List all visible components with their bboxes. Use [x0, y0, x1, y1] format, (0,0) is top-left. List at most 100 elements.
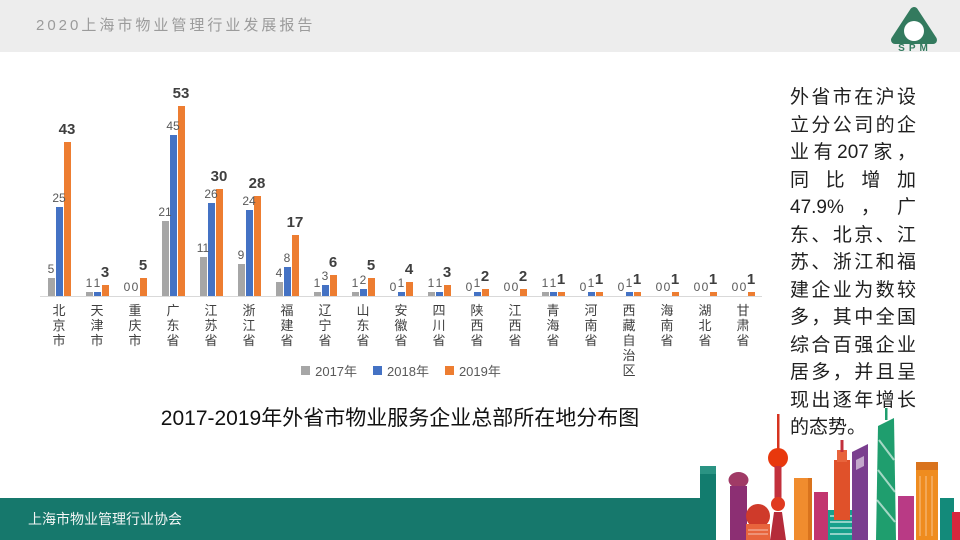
bar-group: 11 26 30 [192, 78, 230, 296]
bar-2018年 [55, 206, 63, 296]
x-axis-slot: 山东省 [344, 303, 382, 378]
bar-value-label: 1 [708, 271, 718, 289]
legend-label: 2018年 [387, 364, 429, 379]
bar-2019年 [671, 292, 679, 296]
bar-value-label: 2 [518, 267, 528, 285]
bar-value-label: 1 [351, 276, 359, 291]
bar-value-label: 4 [275, 265, 283, 280]
bar-slot: 1 [351, 78, 359, 296]
bar-slot: 0 [512, 78, 519, 296]
bar-2017年 [85, 292, 93, 296]
x-axis-slot: 福建省 [268, 303, 306, 378]
bar-2019年 [367, 278, 375, 296]
bar-slot: 17 [287, 78, 303, 296]
x-axis-slot: 河南省 [572, 303, 610, 378]
x-axis-label: 辽宁省 [318, 303, 332, 348]
bar-value-label: 1 [556, 271, 566, 289]
bar-value-label: 30 [210, 167, 228, 185]
bar-value-label: 1 [587, 276, 595, 291]
bar-value-label: 1 [541, 276, 549, 291]
bar-slot: 0 [732, 78, 739, 296]
x-axis-slot: 湖北省 [686, 303, 724, 378]
bar-value-label: 1 [746, 271, 756, 289]
bar-slot: 0 [390, 78, 397, 296]
bar-slot: 0 [656, 78, 663, 296]
bar-slot: 1 [541, 78, 549, 296]
bar-value-label: 4 [404, 260, 414, 278]
bar-2019年 [633, 292, 641, 296]
bar-slot: 1 [595, 78, 603, 296]
x-axis-label: 青海省 [546, 303, 560, 348]
bar-group: 4 8 17 [268, 78, 306, 296]
bar-value-label: 0 [579, 280, 587, 294]
bar-2018年 [549, 292, 557, 296]
x-axis-label: 天津市 [90, 303, 104, 348]
bar-slot: 1 [625, 78, 633, 296]
bar-2018年 [625, 292, 633, 296]
bar-value-label: 53 [172, 85, 190, 103]
bar-group: 9 24 28 [230, 78, 268, 296]
svg-text:SPM: SPM [898, 43, 932, 52]
legend-label: 2019年 [458, 364, 501, 379]
bar-value-label: 3 [100, 264, 110, 282]
x-axis-label: 河南省 [584, 303, 598, 348]
bar-2019年 [519, 288, 527, 296]
bar-slot: 4 [275, 78, 283, 296]
bar-slot: 26 [204, 78, 218, 296]
bar-2019年 [557, 292, 565, 296]
x-axis-label: 陕西省 [470, 303, 484, 348]
bar-slot: 1 [397, 78, 405, 296]
bar-2019年 [747, 292, 755, 296]
x-axis-label: 福建省 [280, 303, 294, 348]
bar-slot: 2 [359, 78, 367, 296]
bar-slot: 1 [671, 78, 679, 296]
bar-slot: 0 [664, 78, 671, 296]
bar-value-label: 8 [283, 251, 291, 266]
legend-swatch-icon [301, 366, 311, 375]
bar-slot: 9 [237, 78, 245, 296]
bar-2018年 [397, 292, 405, 296]
x-axis-slot: 四川省 [420, 303, 458, 378]
bar-value-label: 2 [480, 267, 490, 285]
legend-item: 2017年 [301, 361, 357, 380]
bar-2018年 [587, 292, 595, 296]
bar-2018年 [245, 210, 253, 296]
bar-value-label: 0 [731, 280, 739, 294]
bar-value-label: 25 [52, 190, 66, 205]
x-axis-slot: 辽宁省 [306, 303, 344, 378]
bar-value-label: 1 [632, 271, 642, 289]
bar-value-label: 21 [158, 204, 172, 219]
bar-slot: 1 [746, 78, 756, 296]
bar-value-label: 5 [47, 262, 55, 277]
bar-2019年 [291, 235, 299, 296]
x-axis-label: 重庆市 [128, 303, 142, 348]
report-title: 2020上海市物业管理行业发展报告 [36, 17, 316, 34]
bar-2018年 [359, 288, 367, 296]
bar-slot: 1 [549, 78, 557, 296]
bar-slot: 5 [139, 78, 147, 296]
bar-2019年 [595, 292, 603, 296]
bar-value-label: 6 [328, 253, 338, 271]
bar-2019年 [329, 274, 337, 296]
bar-2017年 [161, 220, 169, 296]
bar-value-label: 1 [427, 276, 435, 291]
bar-value-label: 0 [511, 280, 519, 294]
bar-value-label: 0 [739, 280, 747, 294]
x-axis-slot: 青海省 [534, 303, 572, 378]
bar-value-label: 26 [204, 186, 218, 201]
bar-slot: 28 [249, 78, 265, 296]
commentary-text: 外省市在沪设立分公司的企业有207家，同比增加47.9%，广东、北京、江苏、浙江… [790, 87, 916, 438]
bar-value-label: 0 [663, 280, 671, 294]
bar-slot: 25 [52, 78, 66, 296]
bar-value-label: 1 [435, 276, 443, 291]
bar-slot: 1 [473, 78, 481, 296]
skyline-svg [700, 408, 960, 540]
x-axis-slot: 西藏自治区 [610, 303, 648, 378]
